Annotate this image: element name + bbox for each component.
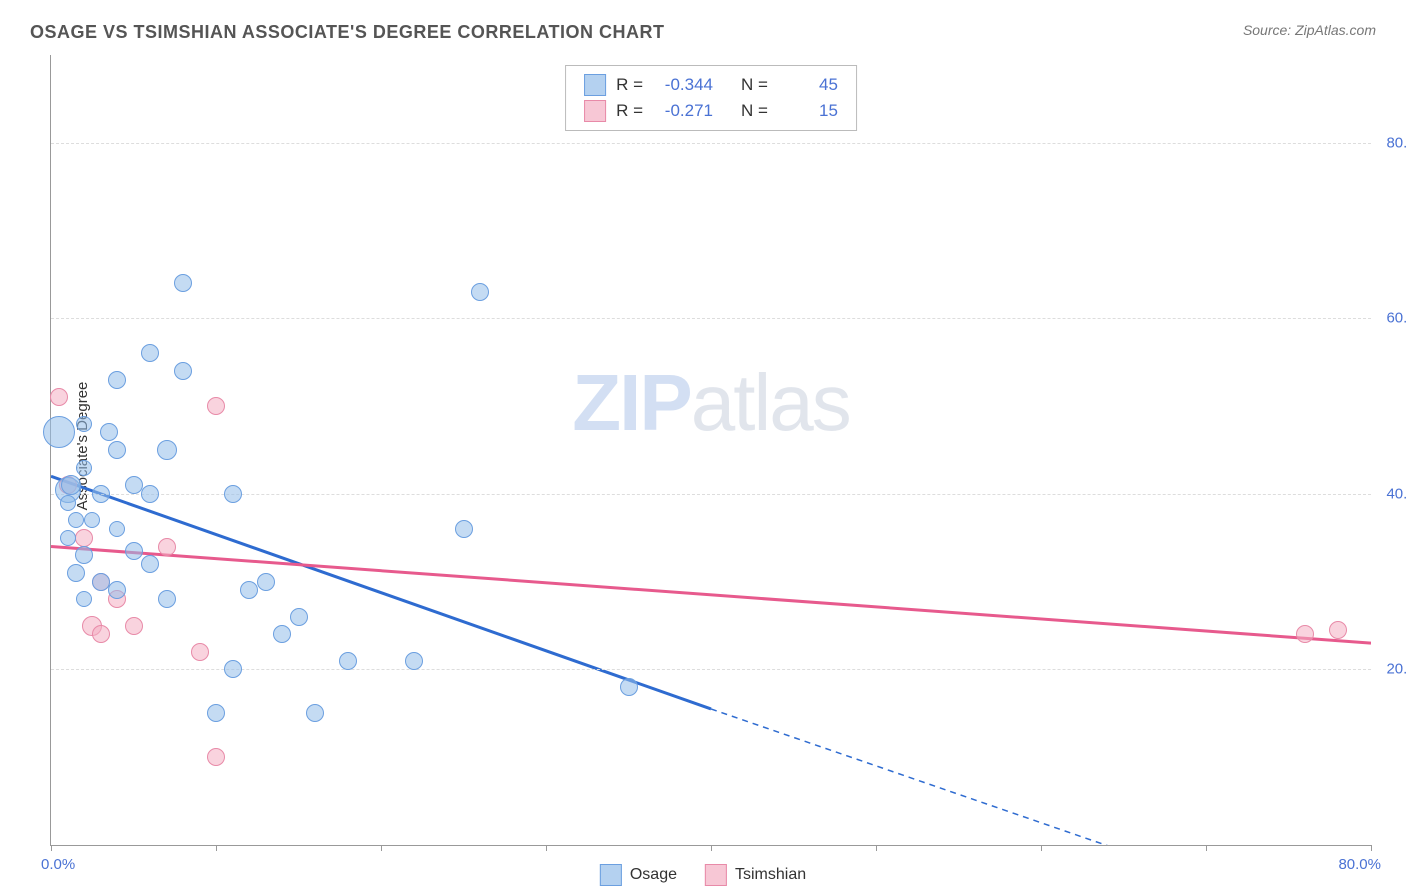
y-tick-label: 60.0% [1386,310,1406,327]
tsimshian-point [207,748,225,766]
x-origin-label: 0.0% [41,856,75,873]
osage-point [60,530,76,546]
osage-point [68,512,84,528]
osage-point [76,460,92,476]
watermark: ZIPatlas [572,357,849,449]
osage-point [92,485,110,503]
osage-point [174,362,192,380]
osage-r-value: -0.344 [653,75,713,95]
osage-point [125,542,143,560]
osage-point [109,521,125,537]
osage-point [76,591,92,607]
source-attribution: Source: ZipAtlas.com [1243,22,1376,38]
osage-n-value: 45 [778,75,838,95]
osage-point [405,652,423,670]
osage-point [61,475,81,495]
x-tick [1371,845,1372,851]
grid-line [51,143,1371,144]
osage-point [60,495,76,511]
osage-point [158,590,176,608]
x-tick [51,845,52,851]
x-tick [1206,845,1207,851]
x-tick [876,845,877,851]
legend-item-osage: Osage [600,864,677,886]
correlation-stats-box: R = -0.344 N = 45 R = -0.271 N = 15 [565,65,857,131]
osage-point [290,608,308,626]
x-tick [711,845,712,851]
osage-point [339,652,357,670]
tsimshian-r-value: -0.271 [653,101,713,121]
osage-point [141,555,159,573]
osage-point [471,283,489,301]
osage-point [207,704,225,722]
osage-point [224,660,242,678]
osage-point [174,274,192,292]
osage-point [67,564,85,582]
tsimshian-point [92,625,110,643]
x-tick [216,845,217,851]
trend-line [51,476,711,709]
osage-point [141,485,159,503]
grid-line [51,669,1371,670]
osage-point [141,344,159,362]
chart-plot-area: ZIPatlas R = -0.344 N = 45 R = -0.271 N … [50,55,1371,846]
watermark-light: atlas [691,358,850,447]
y-tick-label: 40.0% [1386,485,1406,502]
r-label: R = [616,101,643,121]
tsimshian-point [75,529,93,547]
watermark-bold: ZIP [572,358,690,447]
tsimshian-n-value: 15 [778,101,838,121]
y-tick-label: 80.0% [1386,134,1406,151]
legend-bottom: Osage Tsimshian [600,864,806,886]
tsimshian-point [1329,621,1347,639]
osage-point [100,423,118,441]
x-max-label: 80.0% [1338,856,1381,873]
trend-line [711,709,1157,845]
osage-point [108,441,126,459]
trend-lines-layer [51,55,1371,845]
stats-row-tsimshian: R = -0.271 N = 15 [584,98,838,124]
y-tick-label: 20.0% [1386,661,1406,678]
chart-title: OSAGE VS TSIMSHIAN ASSOCIATE'S DEGREE CO… [30,22,665,43]
osage-point [273,625,291,643]
osage-point [75,546,93,564]
osage-point [306,704,324,722]
grid-line [51,318,1371,319]
osage-point [92,573,110,591]
legend-swatch-osage-icon [600,864,622,886]
osage-point [43,416,75,448]
tsimshian-point [1296,625,1314,643]
n-label: N = [741,101,768,121]
osage-point [455,520,473,538]
osage-point [240,581,258,599]
stats-row-osage: R = -0.344 N = 45 [584,72,838,98]
osage-point [84,512,100,528]
swatch-tsimshian-icon [584,100,606,122]
legend-swatch-tsimshian-icon [705,864,727,886]
osage-point [108,371,126,389]
osage-point [224,485,242,503]
osage-point [108,581,126,599]
tsimshian-point [207,397,225,415]
osage-point [257,573,275,591]
grid-line [51,494,1371,495]
osage-point [76,416,92,432]
tsimshian-point [50,388,68,406]
x-tick [546,845,547,851]
osage-point [620,678,638,696]
x-tick [1041,845,1042,851]
swatch-osage-icon [584,74,606,96]
n-label: N = [741,75,768,95]
osage-point [157,440,177,460]
legend-label-osage: Osage [630,866,677,884]
tsimshian-point [158,538,176,556]
x-tick [381,845,382,851]
tsimshian-point [191,643,209,661]
osage-point [125,476,143,494]
r-label: R = [616,75,643,95]
legend-item-tsimshian: Tsimshian [705,864,806,886]
legend-label-tsimshian: Tsimshian [735,866,806,884]
tsimshian-point [125,617,143,635]
